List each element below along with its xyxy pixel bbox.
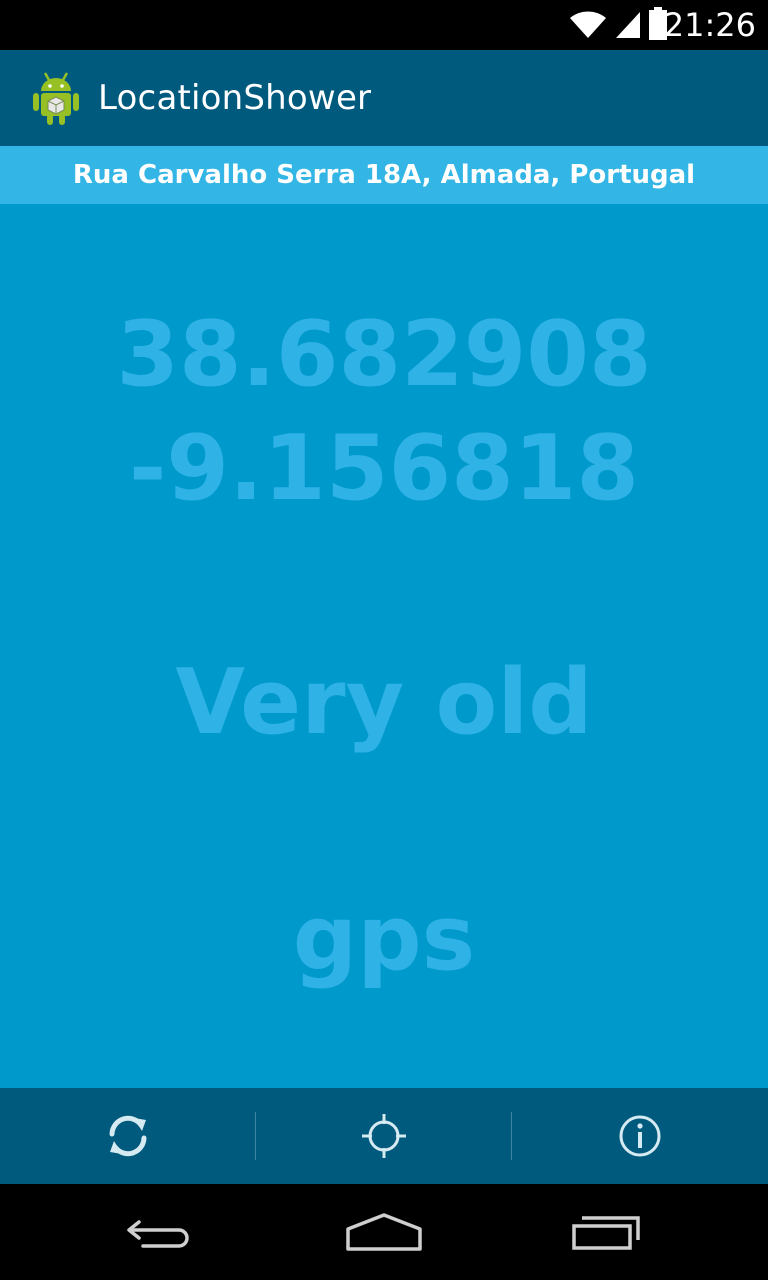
bottom-bar-divider: [255, 1112, 256, 1160]
location-provider: gps: [292, 886, 476, 991]
bottom-action-bar: [0, 1088, 768, 1184]
home-button[interactable]: [256, 1184, 512, 1280]
status-bar: 21:26: [0, 0, 768, 50]
back-button[interactable]: [32, 1184, 288, 1280]
wifi-icon: [570, 11, 606, 38]
status-clock: 21:26: [663, 6, 756, 44]
back-icon: [127, 1220, 189, 1248]
system-nav-bar: [0, 1184, 768, 1280]
location-age: Very old: [175, 650, 593, 755]
signal-icon: [616, 12, 640, 38]
home-icon: [346, 1213, 422, 1251]
refresh-button[interactable]: [0, 1088, 256, 1184]
action-bar: LocationShower: [0, 50, 768, 146]
crosshair-icon: [362, 1114, 406, 1158]
info-button[interactable]: [512, 1088, 768, 1184]
longitude-value: -9.156818: [129, 416, 639, 521]
recents-button[interactable]: [480, 1184, 736, 1280]
location-panel: 38.682908 -9.156818 Very old gps: [0, 204, 768, 1088]
status-icons: [568, 7, 668, 41]
recents-icon: [572, 1216, 640, 1250]
info-icon: [619, 1115, 661, 1157]
refresh-icon: [109, 1115, 147, 1157]
latitude-value: 38.682908: [116, 302, 652, 407]
battery-icon: [649, 7, 667, 40]
bottom-bar-divider: [511, 1112, 512, 1160]
locate-button[interactable]: [256, 1088, 512, 1184]
app-title: LocationShower: [98, 78, 372, 118]
android-app-icon: [33, 72, 79, 125]
address-label: Rua Carvalho Serra 18A, Almada, Portugal: [0, 146, 768, 204]
